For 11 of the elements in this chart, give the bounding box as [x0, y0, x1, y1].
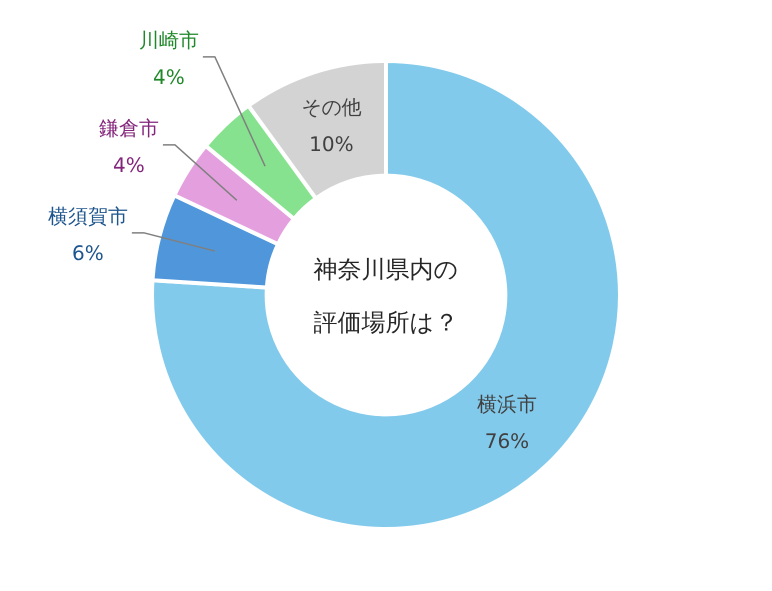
data-label: 76%	[484, 428, 530, 453]
data-label: 10%	[309, 132, 354, 156]
text: 神奈川県内の評価場所は？	[314, 256, 458, 337]
slice-label: 横浜市	[476, 392, 537, 416]
slice-label: その他	[301, 95, 362, 120]
data-label: 6%	[72, 241, 104, 266]
slice-label: 横須賀市	[48, 204, 128, 228]
slice-label: 川崎市	[138, 28, 199, 52]
slice-label: 鎌倉市	[98, 116, 159, 140]
data-label: 4%	[152, 65, 185, 90]
data-label: 4%	[113, 153, 145, 178]
